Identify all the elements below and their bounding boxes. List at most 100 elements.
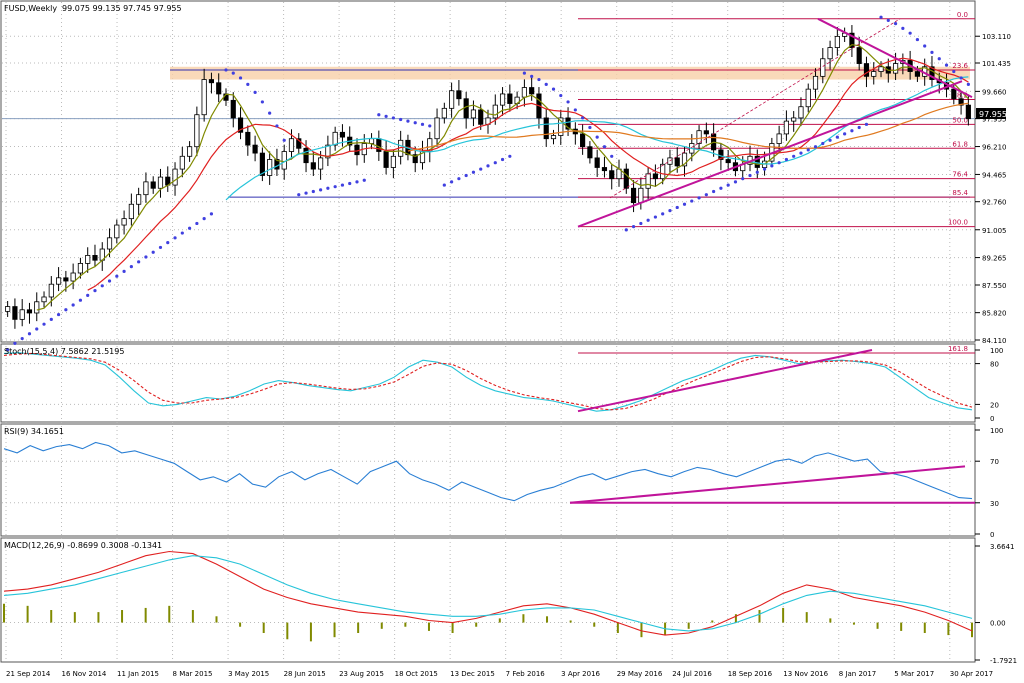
candle-body (281, 151, 287, 170)
sar-dot (530, 74, 534, 78)
sar-dot (777, 161, 781, 165)
indicator-layer (2, 349, 975, 642)
candle-body (41, 296, 47, 303)
x-tick-label: 5 Mar 2017 (894, 670, 934, 678)
sar-dot (690, 199, 694, 203)
x-tick-label: 16 Nov 2014 (62, 670, 107, 678)
macd-panel[interactable] (0, 537, 976, 663)
candle-body (449, 90, 455, 109)
sar-dot (843, 132, 847, 136)
sar-dot (391, 116, 395, 120)
sar-dot (661, 212, 665, 216)
candle-body (318, 157, 324, 170)
candle-body (106, 237, 113, 250)
candle-body (638, 187, 644, 204)
candle-body (521, 87, 527, 98)
candle-body (368, 138, 375, 144)
candle-body (245, 131, 251, 146)
sar-dot (806, 148, 810, 152)
sar-dot (35, 327, 39, 331)
candle-body (892, 63, 899, 74)
sar-dot (144, 255, 148, 259)
sar-dot (27, 332, 32, 336)
y-tick-label: 96.210 (982, 144, 1007, 152)
sar-dot (202, 217, 206, 221)
candle-body (660, 163, 666, 180)
candle-body (237, 117, 244, 133)
candle-body (543, 117, 549, 140)
candle-body (558, 117, 564, 136)
sar-dot (158, 245, 163, 250)
candle-body (623, 168, 629, 189)
sar-dot (595, 135, 599, 139)
sar-dot (631, 225, 636, 229)
x-tick-label: 13 Nov 2016 (783, 670, 828, 678)
sar-dot (770, 164, 774, 168)
sar-dot (319, 188, 323, 192)
sar-dot (588, 125, 592, 130)
sar-dot (697, 196, 701, 200)
candle-body (580, 133, 586, 148)
stoch-panel[interactable] (0, 343, 976, 423)
candle-body (19, 309, 25, 320)
sar-dot (78, 298, 83, 302)
x-tick-label: 30 Apr 2017 (950, 670, 993, 678)
sar-dot (151, 250, 155, 254)
candle-body (128, 203, 134, 220)
sar-dot (813, 145, 818, 149)
fib-level-label: 0.0 (957, 11, 968, 19)
x-tick-label: 21 Sep 2014 (6, 670, 51, 678)
candle-body (325, 144, 331, 159)
sar-dot (340, 183, 345, 187)
sar-dot (733, 180, 738, 184)
sar-dot (93, 288, 97, 293)
sar-dot (944, 63, 949, 67)
candle-body (230, 99, 236, 119)
sar-dot (537, 77, 541, 82)
sar-dot (675, 205, 679, 210)
x-tick-label: 3 May 2015 (228, 670, 269, 678)
sar-dot (923, 44, 927, 48)
sar-dot (799, 151, 803, 155)
sar-dot (901, 26, 905, 30)
sar-dot (930, 50, 934, 54)
sar-dot (457, 177, 461, 181)
candle-body (820, 58, 826, 77)
sar-dot (100, 284, 104, 288)
candle-body (834, 35, 840, 48)
sar-dot (915, 37, 920, 42)
candle-body (550, 135, 557, 140)
sar-dot (180, 231, 184, 235)
candle-body (587, 146, 593, 159)
sar-dot (682, 202, 687, 206)
y-tick-label: 101.435 (982, 60, 1011, 68)
rsi-panel[interactable] (0, 423, 976, 537)
y-tick-label: 20 (990, 401, 999, 409)
sar-dot (384, 114, 388, 118)
price-panel[interactable] (0, 0, 976, 343)
price-panel-title: FUSD,Weekly (4, 4, 57, 13)
candle-body (48, 283, 54, 298)
sar-dot (311, 189, 315, 194)
candle-body (12, 306, 18, 320)
candle-body (70, 272, 76, 282)
ohlc-readout: 99.075 99.135 97.745 97.955 (62, 4, 182, 13)
sar-dot (56, 312, 61, 317)
candle-body (914, 71, 920, 77)
sar-dot (486, 164, 490, 168)
y-tick-label: 89.265 (982, 255, 1007, 263)
sar-dot (544, 82, 548, 86)
candle-body (609, 170, 615, 180)
sar-dot (726, 183, 730, 187)
candle-body (383, 151, 389, 168)
candle-body (863, 63, 870, 77)
stoch-panel-title: Stoch(15,5,4) 7.5862 21.5195 (4, 347, 124, 356)
sar-dot (741, 177, 745, 181)
x-tick-label: 13 Dec 2015 (450, 670, 495, 678)
sar-dot (755, 170, 759, 174)
sar-dot (704, 193, 708, 197)
y-tick-label: -1.7921 (990, 657, 1017, 665)
sar-dot (581, 116, 585, 120)
candle-body (812, 75, 819, 90)
